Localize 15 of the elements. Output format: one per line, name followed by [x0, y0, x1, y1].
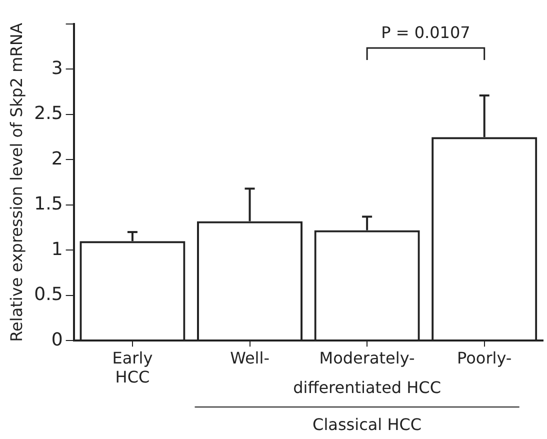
y-tick-label: 1.5 — [34, 194, 63, 215]
y-tick-label: 0 — [51, 329, 63, 350]
y-axis-title: Relative expression level of Skp2 mRNA — [6, 22, 26, 342]
y-tick-label: 1 — [51, 238, 63, 260]
text: differentiated HCC — [293, 378, 442, 398]
y-tick-label: 2.5 — [34, 103, 63, 124]
x-tick-label: Moderately- — [319, 348, 415, 368]
y-tick-label: 0.5 — [34, 284, 63, 306]
y-tick-label: 2 — [51, 148, 63, 170]
text: Classical HCC — [312, 415, 422, 434]
y-tick-label: 3 — [51, 58, 63, 79]
x-tick-label: Well- — [230, 348, 270, 368]
x-tick-label: Early HCC — [112, 348, 153, 387]
annotation: P = 0.0107 — [381, 23, 470, 42]
x-tick-label: Poorly- — [457, 348, 512, 368]
